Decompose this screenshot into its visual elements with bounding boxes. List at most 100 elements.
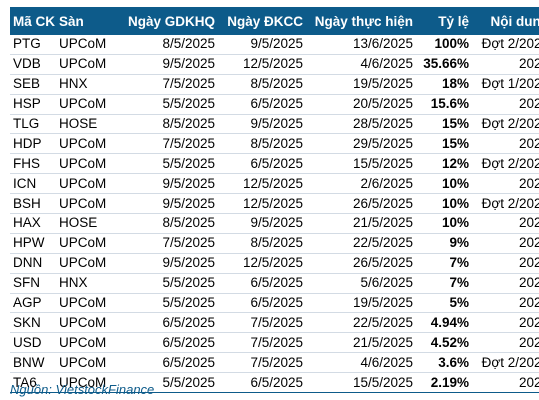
cell-ngay-thuc-hien: 4/6/2025 [306,54,416,75]
cell-ngay-dkcc: 6/5/2025 [218,273,306,294]
cell-san: UPCoM [56,372,124,394]
cell-ty-le: 18% [416,74,472,95]
cell-ty-le: 7% [416,273,472,294]
cell-ngay-gdkhq: 9/5/2025 [124,173,218,195]
table-row: HSP UPCoM 5/5/2025 6/5/2025 20/5/2025 15.6% 20… [10,94,539,115]
cell-ngay-gdkhq: 6/5/2025 [124,352,218,374]
cell-ty-le: 4.94% [416,312,472,334]
cell-ngay-gdkhq: 8/5/2025 [124,114,218,135]
cell-ngay-dkcc: 9/5/2025 [218,35,306,55]
cell-ngay-gdkhq: 5/5/2025 [124,273,218,294]
cell-ngay-thuc-hien: 26/5/2025 [306,193,416,215]
cell-ty-le: 9% [416,233,472,254]
cell-ngay-thuc-hien: 19/5/2025 [306,74,416,95]
cell-ty-le: 35.66% [416,54,472,75]
cell-ngay-thuc-hien: 29/5/2025 [306,133,416,155]
cell-ngay-thuc-hien: 28/5/2025 [306,114,416,135]
header-noi-dung: Nội dung [490,13,539,29]
cell-noi-dung: 2024 [472,233,539,254]
cell-ngay-gdkhq: 6/5/2025 [124,332,218,354]
cell-ngay-dkcc: 6/5/2025 [218,94,306,115]
cell-ngay-gdkhq: 5/5/2025 [124,153,218,175]
cell-san: UPCoM [56,173,124,195]
cell-ngay-dkcc: 6/5/2025 [218,372,306,394]
cell-san: UPCoM [56,94,124,115]
cell-ngay-dkcc: 12/5/2025 [218,193,306,215]
cell-ma-ck: AGP [10,293,56,314]
cell-ngay-gdkhq: 5/5/2025 [124,293,218,314]
cell-ma-ck: TA6 [10,372,56,394]
cell-ngay-gdkhq: 8/5/2025 [124,213,218,234]
table-row: FHS UPCoM 5/5/2025 6/5/2025 15/5/2025 12% Đợt … [10,153,539,175]
cell-ma-ck: BSH [10,193,56,215]
table-body: PTG UPCoM 8/5/2025 9/5/2025 13/6/2025 100% Đợt… [10,35,539,394]
cell-noi-dung: Đợt 2/2024 [472,153,539,175]
cell-noi-dung: 2024 [472,133,539,155]
table-row: PTG UPCoM 8/5/2025 9/5/2025 13/6/2025 100% Đợt… [10,35,539,55]
cell-san: UPCoM [56,352,124,374]
cell-ngay-thuc-hien: 13/6/2025 [306,35,416,55]
cell-ty-le: 10% [416,213,472,234]
cell-ngay-dkcc: 7/5/2025 [218,332,306,354]
cell-ngay-gdkhq: 8/5/2025 [124,35,218,55]
dividend-table: Mã CK Sàn Ngày GDKHQ Ngày ĐKCC Ngày thực… [10,7,539,394]
cell-noi-dung: 2024 [472,312,539,334]
cell-san: HNX [56,74,124,95]
cell-ngay-thuc-hien: 4/6/2025 [306,352,416,374]
cell-san: HOSE [56,213,124,234]
cell-san: UPCoM [56,54,124,75]
cell-ngay-dkcc: 9/5/2025 [218,114,306,135]
cell-noi-dung: 2024 [472,54,539,75]
cell-san: UPCoM [56,332,124,354]
cell-ma-ck: BNW [10,352,56,374]
cell-ngay-dkcc: 12/5/2025 [218,253,306,274]
cell-ngay-dkcc: 6/5/2025 [218,153,306,175]
cell-noi-dung: 2024 [472,94,539,115]
cell-ngay-dkcc: 12/5/2025 [218,54,306,75]
cell-san: UPCoM [56,35,124,55]
table-row: BNW UPCoM 6/5/2025 7/5/2025 4/6/2025 3.6% Đợt … [10,352,539,374]
table-row: SEB HNX 7/5/2025 8/5/2025 19/5/2025 18% Đợt 1/… [10,74,539,95]
header-ngay-dkcc: Ngày ĐKCC [227,13,303,29]
cell-ma-ck: HDP [10,133,56,155]
cell-san: UPCoM [56,233,124,254]
header-ma-ck: Mã CK [13,13,56,29]
cell-ngay-thuc-hien: 22/5/2025 [306,312,416,334]
cell-ngay-gdkhq: 7/5/2025 [124,133,218,155]
cell-ngay-gdkhq: 5/5/2025 [124,94,218,115]
cell-san: UPCoM [56,253,124,274]
table-row: SKN UPCoM 6/5/2025 7/5/2025 22/5/2025 4.94% 20… [10,312,539,334]
cell-noi-dung: Đợt 2/2024 [472,193,539,215]
cell-ngay-dkcc: 12/5/2025 [218,173,306,195]
cell-ty-le: 4.52% [416,332,472,354]
cell-ty-le: 15.6% [416,94,472,115]
cell-ngay-thuc-hien: 15/5/2025 [306,372,416,394]
cell-ngay-gdkhq: 9/5/2025 [124,54,218,75]
table-header-row: Mã CK Sàn Ngày GDKHQ Ngày ĐKCC Ngày thực… [10,7,539,35]
source-note: Nguồn: VietstockFinance [10,382,155,397]
cell-ngay-thuc-hien: 26/5/2025 [306,253,416,274]
cell-san: HNX [56,273,124,294]
cell-ngay-dkcc: 7/5/2025 [218,312,306,334]
cell-san: UPCoM [56,293,124,314]
cell-ngay-dkcc: 9/5/2025 [218,213,306,234]
header-ngay-thuc-hien: Ngày thực hiện [314,13,413,29]
cell-noi-dung: Đợt 2/2024 [472,114,539,135]
cell-ma-ck: HSP [10,94,56,115]
cell-ma-ck: ICN [10,173,56,195]
cell-ma-ck: FHS [10,153,56,175]
cell-ma-ck: SKN [10,312,56,334]
cell-noi-dung: 2024 [472,293,539,314]
table-row: VDB UPCoM 9/5/2025 12/5/2025 4/6/2025 35.66% 2… [10,54,539,75]
cell-ngay-thuc-hien: 5/6/2025 [306,273,416,294]
cell-ma-ck: HPW [10,233,56,254]
cell-noi-dung: Đợt 2/2024 [472,352,539,374]
cell-ngay-gdkhq: 6/5/2025 [124,312,218,334]
cell-ngay-dkcc: 8/5/2025 [218,233,306,254]
cell-ty-le: 5% [416,293,472,314]
